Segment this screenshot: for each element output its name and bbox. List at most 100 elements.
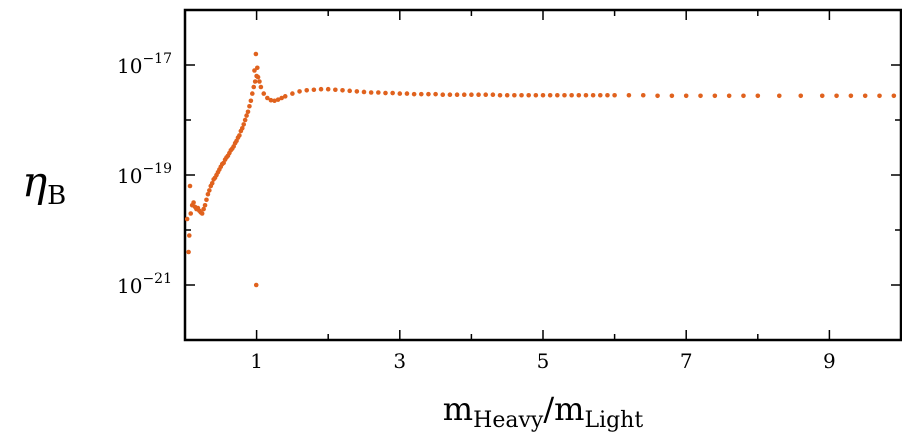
data-point	[258, 84, 264, 90]
y-tick-label: 10−17	[117, 51, 172, 78]
data-point	[655, 93, 660, 99]
data-point	[188, 211, 194, 216]
data-point	[519, 92, 524, 98]
data-point	[490, 92, 496, 97]
data-point	[597, 92, 603, 98]
data-point	[265, 95, 270, 101]
data-point	[383, 90, 388, 96]
x-axis-label-main: m	[443, 390, 473, 428]
data-point	[201, 206, 206, 212]
data-point	[712, 93, 718, 99]
data-point	[248, 98, 254, 104]
data-point	[698, 93, 703, 99]
data-point	[252, 79, 258, 84]
data-point	[279, 95, 284, 101]
data-point	[877, 93, 882, 99]
data-point	[669, 93, 675, 99]
data-point	[202, 202, 208, 208]
data-point	[255, 74, 261, 80]
y-axis-label-sub: B	[47, 181, 66, 211]
data-point	[390, 90, 395, 96]
data-point	[683, 93, 689, 99]
data-point	[241, 122, 247, 127]
data-point	[418, 91, 424, 97]
data-point	[237, 133, 242, 138]
data-point	[268, 97, 274, 103]
data-point	[891, 93, 897, 99]
data-point	[612, 92, 617, 98]
x-axis-label-main2: m	[554, 390, 584, 428]
data-point	[426, 91, 431, 97]
x-tick-label: 3	[393, 349, 406, 373]
y-tick-label: 10−19	[117, 161, 172, 188]
data-point	[741, 93, 746, 99]
data-point	[404, 91, 410, 96]
data-point	[247, 103, 252, 109]
tick-labels: 1 3 5 7 9 10−17 10−19 10−21	[117, 51, 836, 373]
data-point	[726, 93, 732, 99]
data-point	[333, 87, 338, 93]
data-point	[304, 88, 310, 93]
data-point	[798, 93, 804, 99]
data-point	[776, 93, 782, 99]
data-point	[504, 92, 510, 98]
data-point	[376, 90, 381, 95]
data-point	[819, 93, 825, 99]
x-tick-label: 9	[823, 349, 836, 373]
data-point	[547, 92, 553, 98]
data-point	[411, 91, 417, 97]
data-point	[626, 92, 632, 98]
data-point	[311, 87, 317, 93]
data-point	[555, 92, 560, 98]
data-point	[257, 79, 262, 84]
data-point	[251, 84, 257, 90]
data-point	[497, 92, 503, 98]
data-point	[834, 93, 839, 99]
data-point	[540, 92, 546, 98]
data-point	[848, 93, 854, 99]
x-tick-label: 7	[680, 349, 693, 373]
data-point	[368, 90, 374, 95]
y-axis-label: ηB	[22, 157, 66, 211]
data-point	[340, 88, 345, 93]
x-axis-label-sub: Heavy	[473, 408, 544, 433]
data-point	[186, 249, 191, 255]
data-point	[282, 94, 288, 99]
data-point	[297, 89, 302, 94]
data-point	[253, 51, 259, 57]
data-point	[862, 93, 868, 99]
data-point	[476, 92, 481, 97]
data-point	[205, 191, 211, 197]
data-point	[318, 86, 324, 92]
data-point	[207, 188, 212, 193]
data-point	[186, 233, 192, 238]
data-point	[562, 92, 567, 98]
x-tick-label: 5	[537, 349, 550, 373]
data-point	[755, 93, 761, 99]
data-point	[244, 113, 249, 118]
data-point	[325, 86, 331, 92]
y-tick-label: 10−21	[117, 271, 172, 298]
data-point	[440, 92, 446, 97]
data-point	[526, 92, 531, 98]
data-point	[447, 92, 453, 97]
data-point	[245, 109, 251, 115]
data-point	[569, 92, 574, 98]
data-points	[184, 51, 897, 288]
x-axis-label: mHeavy/mLight	[443, 390, 644, 433]
data-point	[454, 92, 460, 97]
plot-frame	[183, 8, 902, 342]
data-point	[361, 89, 367, 95]
data-point	[250, 91, 255, 96]
data-point	[290, 91, 295, 96]
data-point	[640, 92, 646, 98]
data-point	[239, 125, 245, 131]
data-point	[483, 92, 489, 97]
data-point	[354, 89, 360, 94]
data-point	[191, 200, 196, 205]
data-point	[253, 282, 259, 288]
data-point	[255, 65, 260, 71]
data-point	[512, 92, 517, 98]
data-point	[275, 97, 281, 102]
tick-marks	[185, 9, 901, 341]
